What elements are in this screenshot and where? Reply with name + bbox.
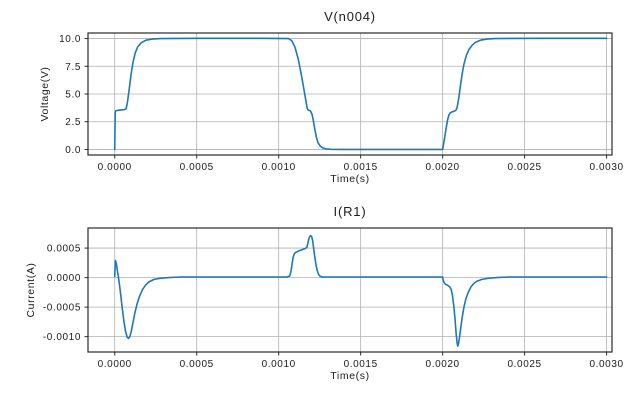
voltage-x-axis-label: Time(s) (330, 173, 370, 185)
voltage-y-axis-label: Voltage(V) (39, 66, 51, 122)
x-tick-label: 0.0010 (262, 162, 296, 173)
y-tick-label: -0.0010 (43, 332, 81, 343)
y-tick-label: 0.0 (65, 145, 81, 156)
voltage-chart-title: V(n004) (324, 9, 376, 24)
x-tick-label: 0.0015 (344, 359, 378, 370)
y-tick-label: 5.0 (65, 90, 81, 101)
x-tick-label: 0.0025 (508, 162, 542, 173)
x-tick-label: 0.0005 (180, 162, 214, 173)
current-x-axis-label: Time(s) (330, 370, 370, 382)
series-line (113, 37, 608, 151)
y-tick-label: 10.0 (59, 34, 81, 45)
x-tick-label: 0.0030 (589, 359, 623, 370)
y-tick-label: 0.0005 (47, 244, 81, 255)
y-tick-label: 7.5 (65, 62, 81, 73)
x-tick-label: 0.0000 (98, 162, 132, 173)
x-tick-label: 0.0020 (426, 359, 460, 370)
x-tick-label: 0.0015 (344, 162, 378, 173)
current-chart-title: I(R1) (333, 204, 367, 219)
x-tick-label: 0.0010 (262, 359, 296, 370)
y-tick-label: -0.0005 (43, 303, 81, 314)
y-tick-label: 2.5 (65, 117, 81, 128)
x-tick-label: 0.0025 (508, 359, 542, 370)
plot-border (87, 227, 613, 353)
series-line (113, 234, 608, 347)
x-tick-label: 0.0020 (426, 162, 460, 173)
y-tick-label: 0.0000 (47, 273, 81, 284)
x-tick-label: 0.0005 (180, 359, 214, 370)
plot-border (87, 32, 613, 156)
x-tick-label: 0.0000 (98, 359, 132, 370)
x-tick-label: 0.0030 (589, 162, 623, 173)
current-y-axis-label: Current(A) (25, 262, 37, 318)
